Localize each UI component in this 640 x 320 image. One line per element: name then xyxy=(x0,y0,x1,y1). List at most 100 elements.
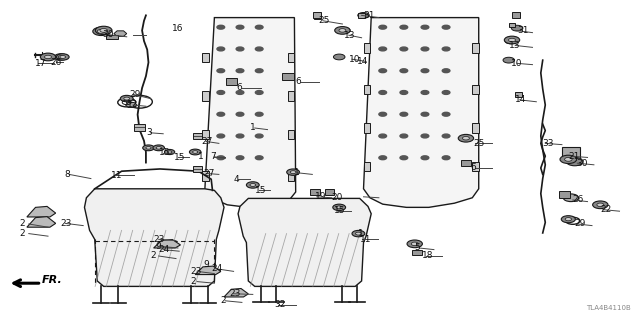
Circle shape xyxy=(421,47,429,51)
Circle shape xyxy=(442,25,450,29)
Text: 25: 25 xyxy=(474,139,485,148)
Text: 1: 1 xyxy=(198,152,204,161)
Text: TLA4B4110B: TLA4B4110B xyxy=(586,305,630,311)
Circle shape xyxy=(421,134,429,138)
Text: 30: 30 xyxy=(102,30,114,39)
Circle shape xyxy=(421,112,429,116)
Text: 3: 3 xyxy=(146,128,152,137)
Text: 2: 2 xyxy=(191,277,196,286)
Circle shape xyxy=(333,54,345,60)
Polygon shape xyxy=(224,289,248,297)
Circle shape xyxy=(236,112,244,116)
Text: 1: 1 xyxy=(294,168,300,177)
Circle shape xyxy=(400,156,408,160)
Text: 29: 29 xyxy=(575,220,586,228)
Circle shape xyxy=(156,147,161,149)
Circle shape xyxy=(217,134,225,138)
Bar xyxy=(472,123,479,133)
Circle shape xyxy=(566,157,583,166)
Text: 9: 9 xyxy=(155,242,161,251)
Circle shape xyxy=(333,204,346,211)
Circle shape xyxy=(217,47,225,51)
Circle shape xyxy=(236,69,244,73)
Bar xyxy=(515,92,522,97)
Bar xyxy=(282,73,294,80)
Bar xyxy=(193,133,202,139)
Text: 21: 21 xyxy=(568,152,580,161)
Bar xyxy=(512,12,520,18)
Text: 5: 5 xyxy=(414,244,420,252)
Text: 25: 25 xyxy=(319,16,330,25)
Circle shape xyxy=(412,242,418,245)
Circle shape xyxy=(400,134,408,138)
Circle shape xyxy=(442,91,450,94)
Circle shape xyxy=(287,169,300,175)
Polygon shape xyxy=(114,31,127,36)
Circle shape xyxy=(255,156,263,160)
Bar xyxy=(472,162,479,171)
Circle shape xyxy=(193,151,198,153)
Circle shape xyxy=(379,25,387,29)
Circle shape xyxy=(442,156,450,160)
Circle shape xyxy=(167,151,172,153)
Text: 11: 11 xyxy=(111,171,122,180)
Circle shape xyxy=(379,91,387,94)
Text: 23: 23 xyxy=(191,267,202,276)
Circle shape xyxy=(45,55,51,59)
Text: 6: 6 xyxy=(296,77,301,86)
Circle shape xyxy=(124,97,129,100)
Text: 30: 30 xyxy=(576,159,588,168)
Circle shape xyxy=(400,91,408,94)
Circle shape xyxy=(236,25,244,29)
Text: 1: 1 xyxy=(358,229,364,238)
Circle shape xyxy=(442,112,450,116)
Text: 8: 8 xyxy=(64,170,70,179)
Text: 24: 24 xyxy=(159,245,170,254)
Text: 15: 15 xyxy=(255,186,266,195)
Bar xyxy=(288,171,294,181)
Text: 23: 23 xyxy=(154,235,165,244)
Text: 14: 14 xyxy=(515,95,527,104)
Polygon shape xyxy=(154,240,180,248)
Circle shape xyxy=(56,54,69,60)
Text: 10: 10 xyxy=(511,59,522,68)
Bar xyxy=(202,171,209,181)
Circle shape xyxy=(421,69,429,73)
Circle shape xyxy=(379,69,387,73)
Circle shape xyxy=(146,147,151,149)
Circle shape xyxy=(236,91,244,94)
Bar xyxy=(412,250,422,255)
Circle shape xyxy=(255,25,263,29)
Polygon shape xyxy=(195,266,221,275)
Polygon shape xyxy=(27,206,56,217)
Circle shape xyxy=(255,112,263,116)
Circle shape xyxy=(400,25,408,29)
Circle shape xyxy=(164,149,175,155)
Circle shape xyxy=(250,183,256,186)
Circle shape xyxy=(337,206,342,209)
Text: FR.: FR. xyxy=(42,275,62,285)
Circle shape xyxy=(400,47,408,51)
Bar xyxy=(461,160,471,166)
Text: 2: 2 xyxy=(221,296,227,305)
Circle shape xyxy=(593,201,608,209)
Text: 6: 6 xyxy=(237,84,243,92)
Text: 29: 29 xyxy=(129,90,141,99)
Bar xyxy=(202,130,209,139)
Circle shape xyxy=(335,27,350,34)
Bar xyxy=(358,13,365,18)
Text: 15: 15 xyxy=(334,206,346,215)
Text: 2: 2 xyxy=(19,229,25,238)
Circle shape xyxy=(217,91,225,94)
Bar xyxy=(559,191,570,198)
Circle shape xyxy=(442,69,450,73)
Circle shape xyxy=(217,112,225,116)
Circle shape xyxy=(352,230,365,237)
Polygon shape xyxy=(27,217,56,227)
Text: 26: 26 xyxy=(573,196,584,204)
Circle shape xyxy=(379,47,387,51)
Circle shape xyxy=(442,47,450,51)
Circle shape xyxy=(255,47,263,51)
Bar xyxy=(325,189,335,195)
Bar xyxy=(313,12,321,18)
